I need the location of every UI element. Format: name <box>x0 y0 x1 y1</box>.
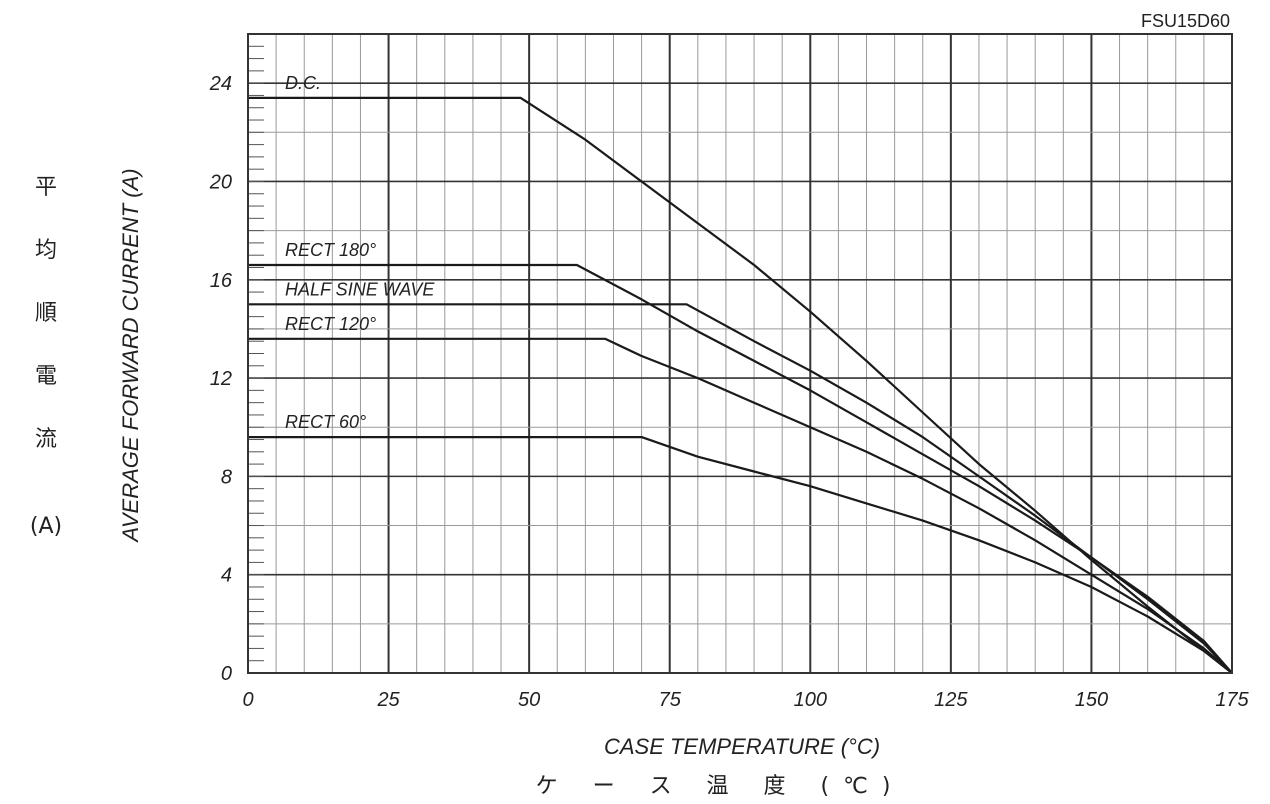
series-lines <box>248 96 1233 674</box>
y-tick-label: 12 <box>210 368 232 390</box>
y-axis-title-jp-char: 電 <box>35 364 57 389</box>
y-axis-title: AVERAGE FORWARD CURRENT (A) <box>118 168 143 543</box>
series-label-1: RECT 180° <box>285 240 376 260</box>
series-line-1 <box>248 263 1233 674</box>
series-line-4 <box>248 436 1233 674</box>
x-tick-label: 75 <box>659 689 682 711</box>
x-axis-title-jp: ケ ー ス 温 度 (℃) <box>536 774 905 799</box>
x-axis-title: CASE TEMPERATURE (°C) <box>604 734 880 759</box>
y-tick-label: 16 <box>210 270 233 292</box>
x-tick-label: 175 <box>1215 689 1249 711</box>
y-tick-label: 8 <box>221 466 232 488</box>
series-labels: D.C. RECT 180° HALF SINE WAVE RECT 120° RECT… <box>285 73 435 432</box>
series-label-0: D.C. <box>285 73 321 93</box>
chart-title: FSU15D60 <box>1141 11 1230 31</box>
y-axis-title-jp-char: 均 <box>35 238 57 263</box>
x-tick-label: 25 <box>376 689 400 711</box>
y-tick-label: 20 <box>209 171 232 193</box>
y-tick-label: 0 <box>221 663 232 685</box>
x-tick-label: 150 <box>1075 689 1108 711</box>
series-line-0 <box>248 96 1233 674</box>
series-label-4: RECT 60° <box>285 412 366 432</box>
series-label-3: RECT 120° <box>285 314 376 334</box>
y-axis-title-jp-char: 順 <box>35 301 57 326</box>
series-line-2 <box>248 303 1233 674</box>
y-axis-title-jp-unit: (A) <box>30 514 62 539</box>
plot-frame <box>247 33 1233 674</box>
x-tick-label: 0 <box>242 689 253 711</box>
x-tick-label: 125 <box>934 689 968 711</box>
x-tick-label: 100 <box>794 689 827 711</box>
series-label-2: HALF SINE WAVE <box>285 279 435 299</box>
grid <box>247 33 1233 674</box>
tick-labels: 0 25 50 75 100 125 150 175 0 4 8 12 16 20 24 <box>209 73 1250 711</box>
series-line-3 <box>248 337 1233 674</box>
x-tick-label: 50 <box>518 689 540 711</box>
y-axis-title-jp-char: 流 <box>35 427 57 452</box>
y-tick-label: 24 <box>209 73 232 95</box>
y-axis-title-jp-char: 平 <box>35 175 57 200</box>
y-tick-label: 4 <box>221 565 232 587</box>
